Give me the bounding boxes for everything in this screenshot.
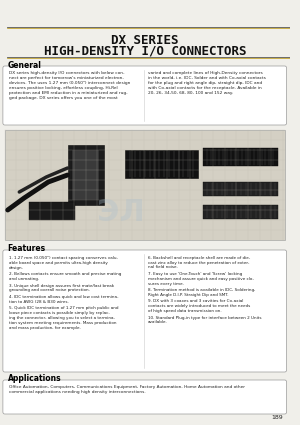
Text: HIGH-DENSITY I/O CONNECTORS: HIGH-DENSITY I/O CONNECTORS [44, 44, 246, 57]
Text: 3. Unique shell design assures first mate/last break
grounding and overall noise: 3. Unique shell design assures first mat… [9, 283, 114, 292]
Text: varied and complete lines of High-Density connectors
in the world, i.e. IDC, Sol: varied and complete lines of High-Densit… [148, 71, 266, 95]
Text: 10. Standard Plug-in type for interface between 2 Units
available.: 10. Standard Plug-in type for interface … [148, 315, 261, 324]
Text: 6. Backshell and receptacle shell are made of die-
cast zinc alloy to reduce the: 6. Backshell and receptacle shell are ma… [148, 256, 250, 269]
Bar [203, 205, 278, 219]
Bar [5, 130, 285, 240]
Bar [203, 182, 278, 196]
Bar [68, 145, 104, 205]
Text: 4. IDC termination allows quick and low cost termina-
tion to AWG (28 & B30 wire: 4. IDC termination allows quick and low … [9, 295, 118, 304]
Bar [72, 150, 99, 200]
Text: 9. DX with 3 coaxes and 3 cavities for Co-axial
contacts are widely introduced t: 9. DX with 3 coaxes and 3 cavities for C… [148, 300, 250, 313]
Text: 5. Quick IDC termination of 1.27 mm pitch public and
loose piece contacts is pos: 5. Quick IDC termination of 1.27 mm pitc… [9, 306, 118, 329]
FancyBboxPatch shape [3, 250, 286, 372]
Bar [125, 150, 198, 178]
Text: 1. 1.27 mm (0.050") contact spacing conserves valu-
able board space and permits: 1. 1.27 mm (0.050") contact spacing cons… [9, 256, 118, 269]
Text: 189: 189 [271, 415, 283, 420]
Text: General: General [8, 61, 42, 70]
Text: 2. Bellows contacts ensure smooth and precise mating
and unmating.: 2. Bellows contacts ensure smooth and pr… [9, 272, 121, 281]
Text: 7. Easy to use 'One-Touch' and 'Screw' locking
mechanism and assure quick and ea: 7. Easy to use 'One-Touch' and 'Screw' l… [148, 272, 254, 286]
Text: ЭЛ: ЭЛ [97, 198, 144, 227]
Text: 8. Termination method is available in IDC, Soldering,
Right Angle D.I.P. Straigh: 8. Termination method is available in ID… [148, 288, 255, 297]
Text: Applications: Applications [8, 374, 61, 383]
Text: Features: Features [8, 244, 46, 253]
Text: DX series high-density I/O connectors with below con-
nect are perfect for tomor: DX series high-density I/O connectors wi… [9, 71, 130, 100]
Bar [29, 202, 75, 220]
FancyBboxPatch shape [3, 380, 286, 414]
Bar [203, 148, 278, 166]
Text: Office Automation, Computers, Communications Equipment, Factory Automation, Home: Office Automation, Computers, Communicat… [9, 385, 245, 394]
Text: DX SERIES: DX SERIES [111, 34, 178, 47]
FancyBboxPatch shape [3, 66, 286, 125]
